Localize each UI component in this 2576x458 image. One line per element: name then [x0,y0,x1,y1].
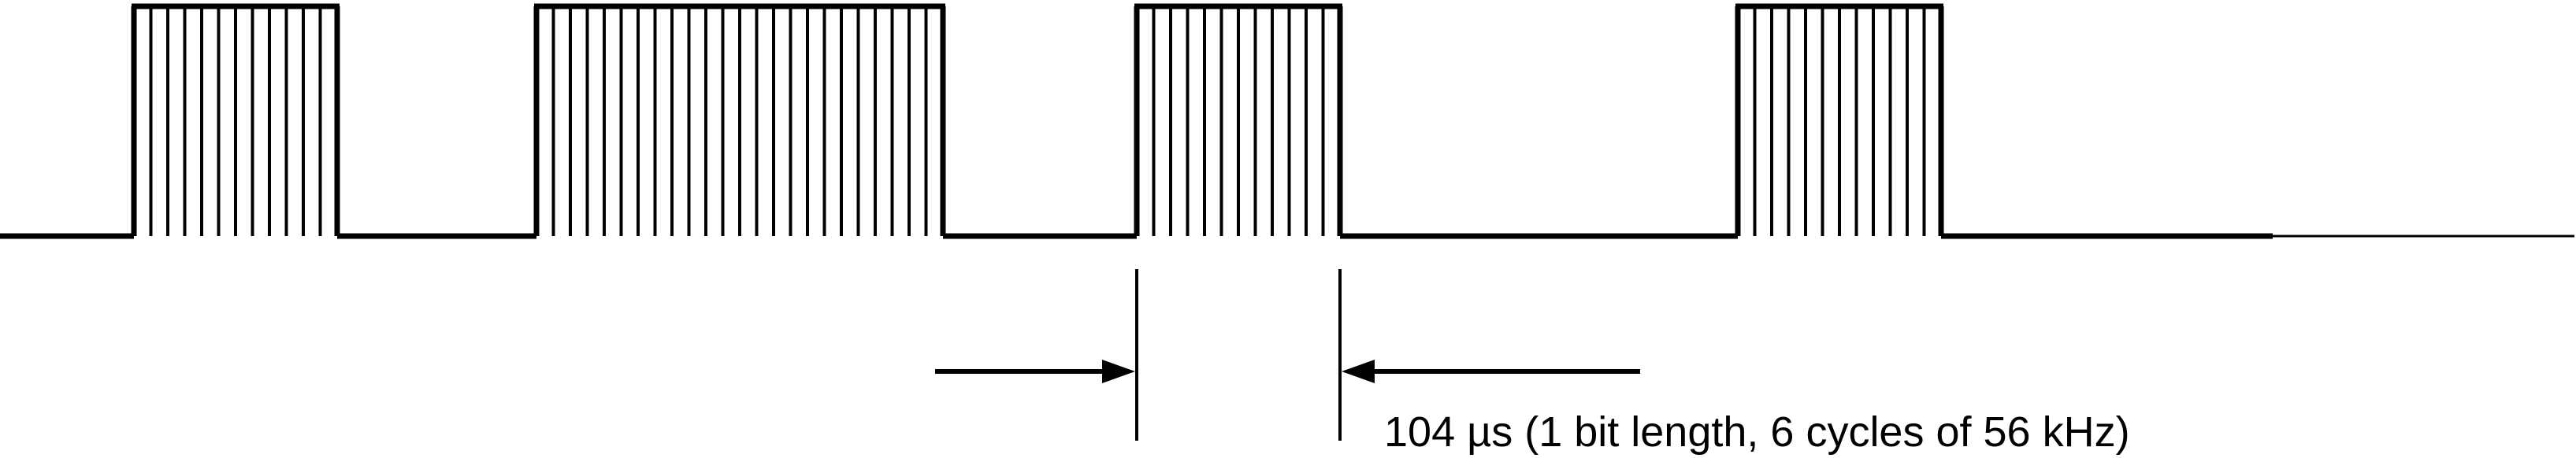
bit-length-label: 104 µs (1 bit length, 6 cycles of 56 kHz… [1384,408,2130,456]
pulse-2 [533,3,946,236]
carrier-pulses [131,3,1944,236]
pulse-3 [1134,3,1343,236]
left-arrow-head [1102,360,1135,383]
pulse-4 [1735,3,1944,236]
right-arrow-head [1342,360,1375,383]
pulse-1 [131,3,340,236]
